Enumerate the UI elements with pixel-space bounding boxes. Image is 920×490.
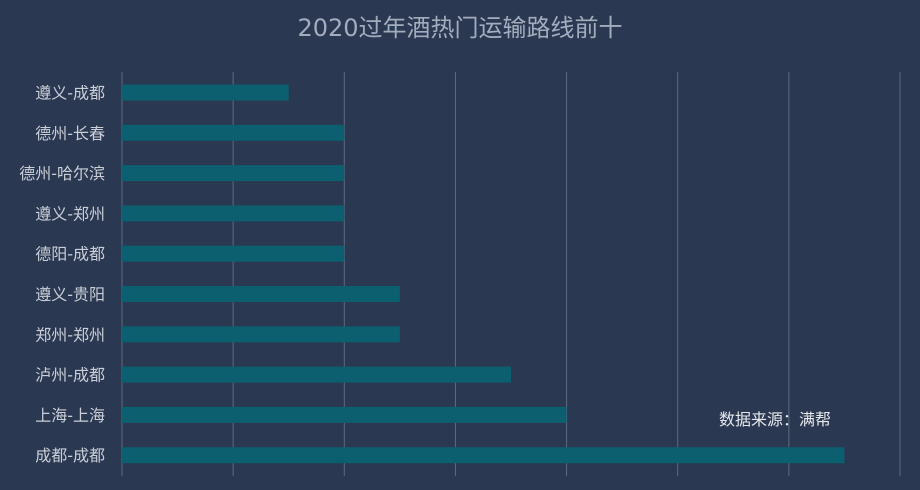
y-tick-label-4: 德阳-成都 [35,245,105,264]
y-axis-tick-labels: 遵义-成都德州-长春德州-哈尔滨遵义-郑州德阳-成都遵义-贵阳郑州-郑州泸州-成… [19,84,105,466]
y-tick-label-1: 德州-长春 [35,124,105,143]
bar-泸州-成都 [122,366,511,383]
bar-遵义-成都 [122,84,289,101]
bar-德阳-成都 [122,245,345,262]
y-tick-label-6: 郑州-郑州 [35,325,105,344]
bar-德州-长春 [122,124,345,141]
y-tick-label-7: 泸州-成都 [35,366,105,385]
y-tick-label-8: 上海-上海 [35,406,105,425]
bar-上海-上海 [122,406,567,423]
y-tick-label-9: 成都-成都 [35,446,105,465]
chart-title: 2020过年酒热门运输路线前十 [297,14,622,42]
data-source-annotation: 数据来源：满帮 [719,410,831,429]
bar-遵义-贵阳 [122,286,400,302]
y-tick-label-0: 遵义-成都 [35,84,105,103]
y-tick-label-5: 遵义-贵阳 [35,285,105,304]
bars [122,84,845,464]
bar-成都-成都 [122,447,845,464]
bar-遵义-郑州 [122,205,345,222]
bar-郑州-郑州 [122,326,400,343]
y-tick-label-2: 德州-哈尔滨 [19,164,105,183]
bar-德州-哈尔滨 [122,165,345,182]
y-tick-label-3: 遵义-郑州 [35,204,105,223]
